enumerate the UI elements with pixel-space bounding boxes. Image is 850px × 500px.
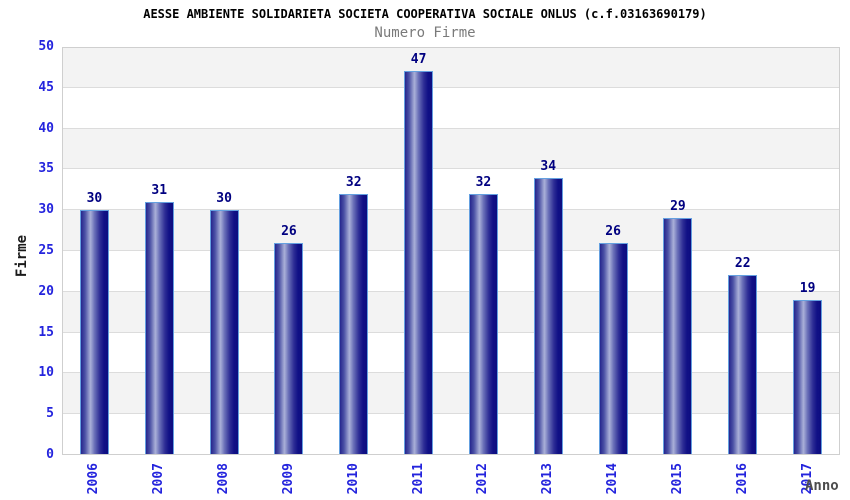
x-tick-label: 2015 <box>669 463 685 495</box>
bar-value-label: 30 <box>86 191 103 207</box>
bar <box>663 218 693 455</box>
y-tick-label: 40 <box>38 120 54 136</box>
bar <box>468 193 498 455</box>
y-tick-label: 25 <box>38 243 54 258</box>
bar-value-label: 22 <box>734 256 751 272</box>
bar-value-label: 29 <box>670 199 686 215</box>
grid-band <box>62 291 840 333</box>
x-tick-label: 2010 <box>345 463 361 495</box>
grid-band <box>62 128 840 170</box>
grid-band <box>62 87 840 129</box>
grid-band <box>62 251 840 292</box>
bar-value-label: 32 <box>345 174 362 190</box>
grid-band <box>62 169 840 211</box>
y-tick-label: 20 <box>38 283 54 299</box>
x-axis-label: Anno <box>805 478 839 494</box>
y-tick-label: 35 <box>38 161 54 177</box>
grid-band <box>62 332 840 374</box>
grid-band <box>62 47 840 88</box>
y-tick-label: 45 <box>38 79 54 95</box>
x-tick-label: 2007 <box>151 463 167 495</box>
chart-title: AESSE AMBIENTE SOLIDARIETA SOCIETA COOPE… <box>143 7 707 21</box>
y-tick-label: 50 <box>38 39 54 54</box>
x-tick-label: 2016 <box>734 463 750 495</box>
bar-value-label: 32 <box>475 174 492 190</box>
bar <box>339 193 369 455</box>
grid-band <box>62 210 840 251</box>
bar-value-label: 26 <box>605 223 621 239</box>
x-tick-label: 2014 <box>605 463 621 495</box>
grid-band <box>62 373 840 415</box>
bar-value-label: 19 <box>799 280 816 296</box>
y-tick-label: 10 <box>38 365 54 381</box>
x-tick-label: 2011 <box>410 463 426 495</box>
bar-value-label: 47 <box>410 52 427 68</box>
y-tick-label: 5 <box>46 406 54 422</box>
bar-value-label: 30 <box>216 191 232 207</box>
x-tick-label: 2012 <box>475 463 491 495</box>
bar-value-label: 34 <box>540 158 557 174</box>
bar <box>728 275 758 455</box>
x-tick-label: 2013 <box>540 463 556 495</box>
x-tick-label: 2006 <box>86 463 102 495</box>
bar <box>144 202 174 455</box>
y-tick-label: 0 <box>46 447 54 462</box>
bar <box>598 242 628 455</box>
y-tick-label: 15 <box>38 324 54 340</box>
bar <box>533 177 563 455</box>
bar <box>793 299 823 455</box>
bar <box>209 210 239 455</box>
grid-band <box>62 414 840 455</box>
bar <box>79 210 109 455</box>
x-tick-label: 2008 <box>216 463 232 495</box>
chart-subtitle: Numero Firme <box>374 25 476 41</box>
bar <box>404 71 434 455</box>
bar-value-label: 26 <box>281 223 297 239</box>
bar-value-label: 31 <box>151 183 168 199</box>
y-tick-label: 30 <box>38 202 54 218</box>
bar <box>274 242 304 455</box>
x-tick-label: 2009 <box>280 463 296 495</box>
